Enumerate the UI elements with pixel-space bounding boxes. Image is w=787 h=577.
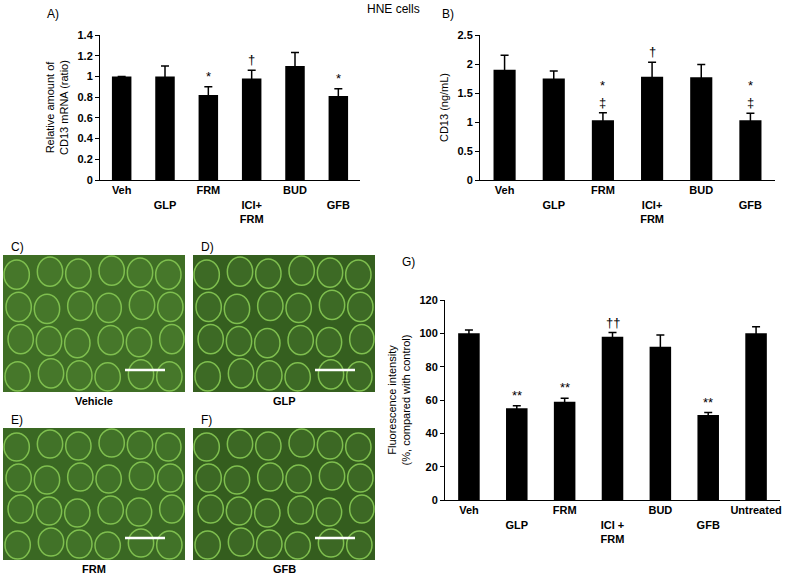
svg-text:GFB: GFB (697, 519, 720, 531)
svg-text:20: 20 (426, 461, 438, 473)
svg-text:Relative amount ofCD13 mRNA (r: Relative amount ofCD13 mRNA (ratio) (44, 60, 70, 155)
svg-text:1: 1 (87, 70, 93, 82)
svg-text:CD13 (ng/mL): CD13 (ng/mL) (438, 73, 450, 142)
svg-text:**: ** (703, 395, 713, 410)
svg-text:*‡: *‡ (599, 78, 606, 110)
svg-text:*‡: *‡ (747, 78, 754, 110)
svg-text:GFB: GFB (273, 563, 296, 575)
svg-text:B): B) (442, 7, 454, 21)
svg-text:0.4: 0.4 (78, 132, 94, 144)
svg-text:1.2: 1.2 (78, 50, 93, 62)
svg-text:ICI+FRM: ICI+FRM (640, 199, 664, 225)
svg-text:GLP: GLP (542, 199, 565, 211)
svg-text:**: ** (512, 388, 522, 403)
svg-text:Veh: Veh (112, 184, 132, 196)
svg-text:GLP: GLP (154, 199, 177, 211)
svg-text:0: 0 (467, 174, 473, 186)
svg-text:†: † (649, 44, 656, 59)
svg-text:0.6: 0.6 (78, 112, 93, 124)
svg-text:Veh: Veh (459, 504, 479, 516)
svg-text:Untreated: Untreated (730, 504, 781, 516)
svg-text:1.4: 1.4 (78, 29, 94, 41)
svg-text:120: 120 (419, 294, 437, 306)
svg-text:Fluorescence intensity(%, comp: Fluorescence intensity(%, compared with … (386, 335, 412, 466)
svg-text:2: 2 (467, 58, 473, 70)
svg-text:GLP: GLP (273, 395, 296, 407)
svg-text:D): D) (201, 240, 214, 254)
svg-text:80: 80 (426, 361, 438, 373)
svg-text:FRM: FRM (196, 184, 220, 196)
svg-text:ICI+FRM: ICI+FRM (240, 199, 264, 225)
svg-text:BUD: BUD (648, 504, 672, 516)
svg-text:0.5: 0.5 (458, 145, 473, 157)
svg-text:Veh: Veh (495, 184, 515, 196)
svg-text:C): C) (11, 240, 24, 254)
svg-text:*: * (336, 71, 341, 86)
svg-text:†: † (248, 52, 255, 67)
svg-text:1.5: 1.5 (458, 87, 473, 99)
svg-text:E): E) (11, 413, 23, 427)
svg-text:0.8: 0.8 (78, 91, 93, 103)
svg-text:0: 0 (87, 174, 93, 186)
svg-text:FRM: FRM (82, 563, 106, 575)
svg-text:0.2: 0.2 (78, 153, 93, 165)
svg-text:F): F) (201, 413, 212, 427)
svg-text:60: 60 (426, 394, 438, 406)
svg-text:FRM: FRM (553, 504, 577, 516)
svg-text:GFB: GFB (327, 199, 350, 211)
svg-text:BUD: BUD (689, 184, 713, 196)
svg-text:1: 1 (467, 116, 473, 128)
svg-text:ICI +FRM: ICI +FRM (601, 519, 625, 545)
svg-text:A): A) (47, 7, 59, 21)
svg-text:0: 0 (432, 494, 438, 506)
svg-text:G): G) (402, 255, 415, 269)
svg-text:2.5: 2.5 (458, 29, 473, 41)
svg-text:**: ** (560, 380, 570, 395)
svg-text:40: 40 (426, 427, 438, 439)
svg-text:††: †† (606, 315, 620, 330)
svg-text:BUD: BUD (283, 184, 307, 196)
svg-text:Vehicle: Vehicle (75, 395, 113, 407)
svg-text:FRM: FRM (591, 184, 615, 196)
svg-text:HNE cells: HNE cells (367, 2, 420, 16)
svg-text:GFB: GFB (739, 199, 762, 211)
svg-text:100: 100 (419, 327, 437, 339)
svg-text:*: * (206, 69, 211, 84)
svg-text:GLP: GLP (505, 519, 528, 531)
